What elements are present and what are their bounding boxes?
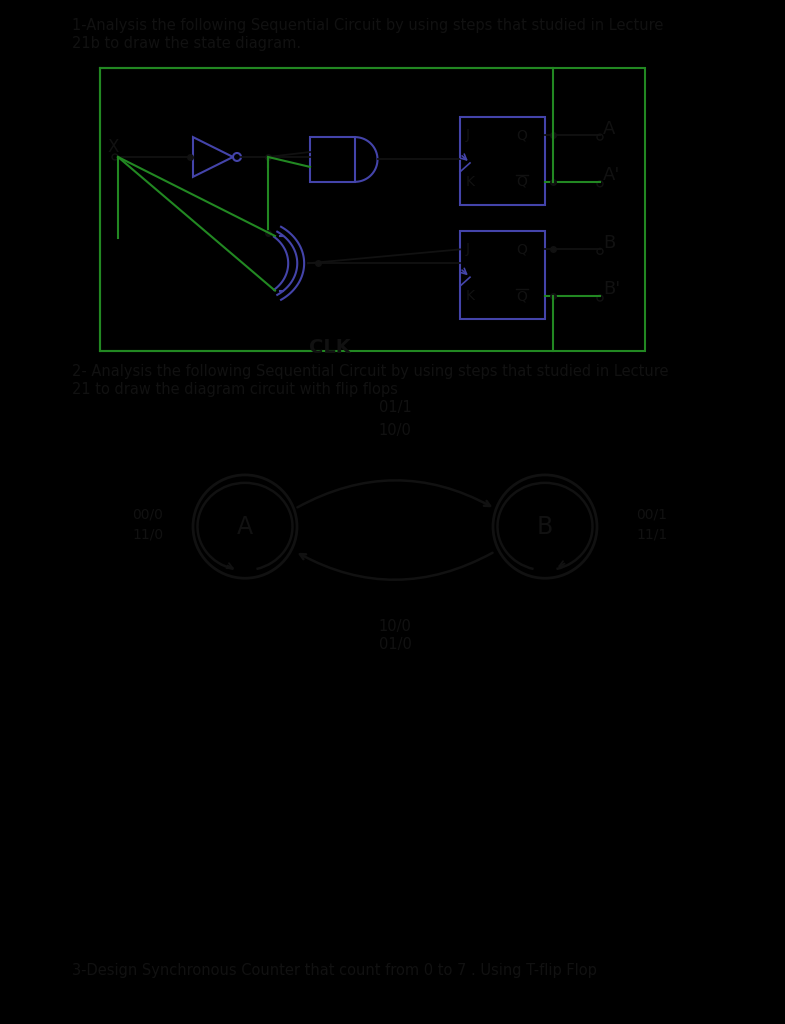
Bar bbox=[460, 117, 545, 205]
Bar bbox=[460, 231, 545, 318]
Text: 1-Analysis the following Sequential Circuit by using steps that studied in Lectu: 1-Analysis the following Sequential Circ… bbox=[72, 17, 663, 33]
Bar bbox=[310, 137, 355, 182]
Text: 10/0: 10/0 bbox=[378, 423, 411, 438]
Text: 21b to draw the state diagram.: 21b to draw the state diagram. bbox=[72, 36, 301, 51]
Text: CLK: CLK bbox=[309, 338, 351, 356]
Text: J: J bbox=[466, 128, 470, 142]
Text: B': B' bbox=[603, 281, 620, 298]
Text: Q: Q bbox=[516, 243, 527, 256]
Text: 10/0: 10/0 bbox=[378, 618, 411, 634]
Text: Q: Q bbox=[516, 128, 527, 142]
Bar bbox=[100, 68, 645, 350]
Text: Q: Q bbox=[516, 289, 527, 303]
Text: 01/0: 01/0 bbox=[378, 637, 411, 651]
Text: 2- Analysis the following Sequential Circuit by using steps that studied in Lect: 2- Analysis the following Sequential Cir… bbox=[72, 364, 669, 379]
Text: 00/0: 00/0 bbox=[133, 508, 163, 521]
Text: Q: Q bbox=[516, 175, 527, 188]
Text: 00/1: 00/1 bbox=[637, 508, 667, 521]
Text: 3-Design Synchronous Counter that count from 0 to 7 . Using T-flip Flop: 3-Design Synchronous Counter that count … bbox=[72, 963, 597, 978]
Text: 11/0: 11/0 bbox=[133, 527, 163, 542]
Text: B: B bbox=[537, 515, 553, 539]
Text: A: A bbox=[237, 515, 253, 539]
Text: J: J bbox=[466, 243, 470, 256]
Text: K: K bbox=[466, 289, 475, 303]
Text: K: K bbox=[466, 175, 475, 188]
Text: A': A' bbox=[603, 166, 620, 184]
Text: A: A bbox=[603, 120, 615, 138]
Text: 01/1: 01/1 bbox=[378, 400, 411, 416]
Text: 21 to draw the diagram circuit with flip flops: 21 to draw the diagram circuit with flip… bbox=[72, 382, 398, 396]
Text: 11/1: 11/1 bbox=[637, 527, 667, 542]
Text: B: B bbox=[603, 234, 615, 252]
Text: X: X bbox=[108, 138, 119, 156]
